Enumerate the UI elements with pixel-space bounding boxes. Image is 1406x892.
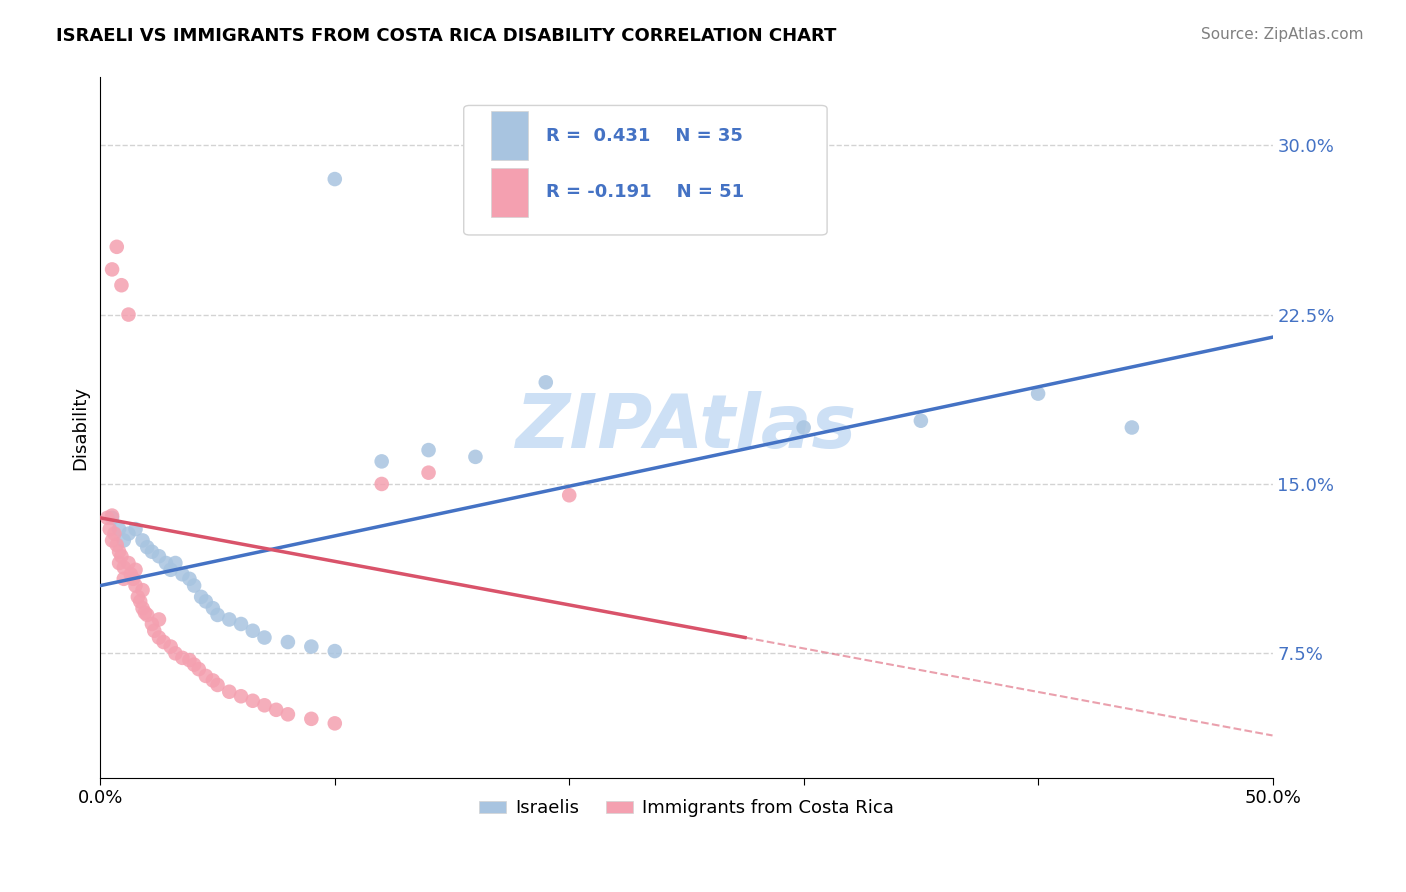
Point (134, 606, 156, 620)
Point (148, 631, 170, 645)
Point (124, 578, 146, 592)
FancyBboxPatch shape (491, 112, 529, 161)
Point (148, 549, 170, 564)
Point (108, 556, 131, 570)
Point (131, 533, 153, 548)
Point (299, 712, 322, 726)
Point (179, 572, 201, 586)
Point (124, 522, 146, 536)
Point (201, 601, 224, 615)
Point (103, 526, 125, 541)
Point (105, 240, 128, 254)
Point (242, 694, 264, 708)
Point (229, 617, 252, 632)
Point (910, 414, 932, 428)
Point (117, 526, 139, 541)
Point (277, 707, 299, 722)
Text: R =  0.431    N = 35: R = 0.431 N = 35 (546, 127, 742, 145)
Point (1121, 420, 1143, 434)
Point (155, 556, 177, 570)
Point (152, 635, 174, 649)
Point (159, 640, 181, 654)
Point (299, 640, 322, 654)
Point (96, 511, 118, 525)
Point (110, 278, 132, 293)
Point (98, 522, 121, 536)
Legend: Israelis, Immigrants from Costa Rica: Israelis, Immigrants from Costa Rica (471, 792, 901, 824)
Point (143, 624, 166, 638)
Point (277, 635, 299, 649)
Point (101, 508, 124, 523)
Point (207, 607, 229, 622)
Point (101, 533, 124, 548)
FancyBboxPatch shape (491, 168, 529, 217)
Point (418, 466, 440, 480)
Point (207, 678, 229, 692)
Point (172, 651, 194, 665)
Point (194, 594, 217, 608)
Point (242, 624, 264, 638)
Point (253, 698, 276, 713)
Point (1026, 386, 1049, 401)
Point (464, 450, 486, 464)
Point (117, 556, 139, 570)
Point (218, 684, 240, 698)
Point (122, 572, 145, 586)
Text: ISRAELI VS IMMIGRANTS FROM COSTA RICA DISABILITY CORRELATION CHART: ISRAELI VS IMMIGRANTS FROM COSTA RICA DI… (56, 27, 837, 45)
Point (793, 420, 815, 434)
Point (108, 545, 131, 559)
Point (179, 653, 201, 667)
Point (370, 454, 392, 468)
Point (101, 262, 124, 277)
Point (131, 583, 153, 598)
Point (323, 716, 346, 731)
Point (129, 594, 152, 608)
Point (127, 590, 149, 604)
Point (112, 560, 135, 574)
Point (218, 612, 240, 626)
Point (112, 533, 135, 548)
Point (264, 703, 287, 717)
Point (534, 376, 557, 390)
Point (101, 511, 124, 525)
Point (136, 540, 159, 554)
Point (141, 545, 163, 559)
Point (370, 477, 392, 491)
Point (108, 522, 131, 536)
Point (194, 669, 217, 683)
Point (201, 673, 224, 688)
Point (187, 662, 209, 676)
Point (124, 563, 146, 577)
Point (183, 657, 205, 672)
Point (165, 556, 187, 570)
Point (165, 646, 187, 660)
Point (112, 572, 135, 586)
Point (229, 690, 252, 704)
Point (120, 567, 142, 582)
Point (159, 563, 181, 577)
Point (131, 601, 153, 615)
Point (148, 612, 170, 626)
Text: ZIPAtlas: ZIPAtlas (516, 391, 858, 464)
Text: R = -0.191    N = 51: R = -0.191 N = 51 (546, 183, 744, 202)
Point (110, 549, 132, 564)
Point (172, 567, 194, 582)
Y-axis label: Disability: Disability (72, 385, 89, 469)
Text: Source: ZipAtlas.com: Source: ZipAtlas.com (1201, 27, 1364, 42)
Point (558, 488, 581, 502)
Point (418, 443, 440, 458)
FancyBboxPatch shape (464, 105, 827, 235)
Point (323, 172, 346, 186)
Point (136, 607, 159, 622)
Point (323, 644, 346, 658)
Point (190, 590, 212, 604)
Point (117, 308, 139, 322)
Point (253, 631, 276, 645)
Point (183, 578, 205, 592)
Point (141, 617, 163, 632)
Point (105, 538, 128, 552)
